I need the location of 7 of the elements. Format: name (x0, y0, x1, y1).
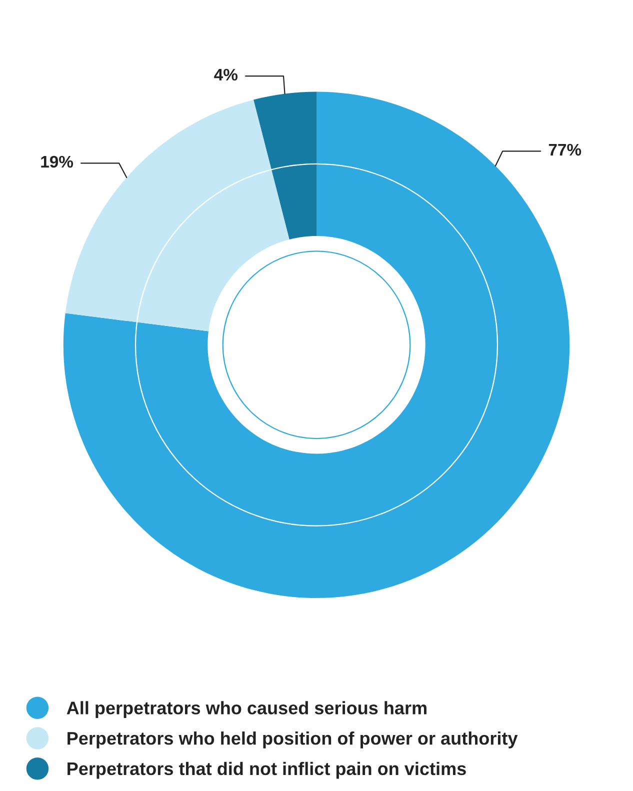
data-label: 4% (214, 68, 238, 81)
legend-label: Perpetrators that did not inflict pain on victims (68, 762, 466, 779)
legend-label: Perpetrators who held position of power or authority (68, 732, 518, 748)
donut-slice (254, 92, 316, 240)
data-label: 77% (548, 144, 582, 156)
legend-label: All perpetrators who caused serious harm (66, 701, 426, 718)
data-label: 19% (41, 156, 74, 168)
